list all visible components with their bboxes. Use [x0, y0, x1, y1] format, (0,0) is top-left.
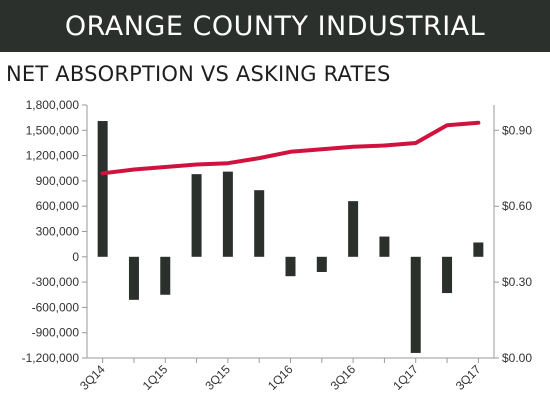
bar — [160, 256, 171, 295]
bar — [254, 190, 265, 257]
y-left-tick-label: -900,000 — [32, 326, 80, 340]
bar — [285, 256, 296, 277]
x-tick-label: 1Q15 — [140, 362, 171, 393]
y-left-tick-label: -1,200,000 — [22, 351, 80, 365]
bar — [442, 256, 453, 294]
bar — [410, 256, 421, 353]
bar — [97, 121, 108, 257]
y-right-tick-label: $0.90 — [502, 123, 532, 137]
line-series — [100, 120, 481, 176]
bar-series — [97, 121, 484, 353]
y-left-tick-label: 1,500,000 — [26, 123, 80, 137]
y-left-tick-label: 0 — [72, 250, 79, 264]
page-title: ORANGE COUNTY INDUSTRIAL — [64, 10, 486, 42]
bar — [222, 171, 233, 257]
chart-title: NET ABSORPTION VS ASKING RATES — [6, 62, 391, 86]
header-banner: ORANGE COUNTY INDUSTRIAL — [0, 0, 550, 52]
y-left-tick-label: -600,000 — [32, 300, 80, 314]
y-right-tick-label: $0.30 — [502, 275, 532, 289]
bar — [316, 256, 327, 272]
y-right-tick-label: $0.00 — [502, 351, 532, 365]
bar — [473, 242, 484, 257]
y-left-tick-label: -300,000 — [32, 275, 80, 289]
x-tick-label: 3Q16 — [328, 362, 359, 393]
y-left-tick-label: 1,800,000 — [26, 98, 80, 112]
y-left-tick-label: 900,000 — [36, 174, 80, 188]
bar — [348, 201, 359, 257]
y-left-tick-label: 1,200,000 — [26, 149, 80, 163]
asking-rate-line — [100, 120, 481, 176]
x-tick-label: 3Q15 — [202, 362, 233, 393]
chart-axes — [82, 104, 499, 363]
bar — [128, 256, 139, 300]
y-right-tick-label: $0.60 — [502, 199, 532, 213]
y-left-tick-label: 600,000 — [36, 199, 80, 213]
x-tick-label: 3Q17 — [453, 362, 484, 393]
bar — [379, 236, 390, 257]
bar — [191, 174, 202, 257]
x-tick-label: 1Q16 — [265, 362, 296, 393]
y-left-tick-label: 300,000 — [36, 225, 80, 239]
x-tick-label: 1Q17 — [390, 362, 421, 393]
x-tick-label: 3Q14 — [77, 362, 108, 393]
